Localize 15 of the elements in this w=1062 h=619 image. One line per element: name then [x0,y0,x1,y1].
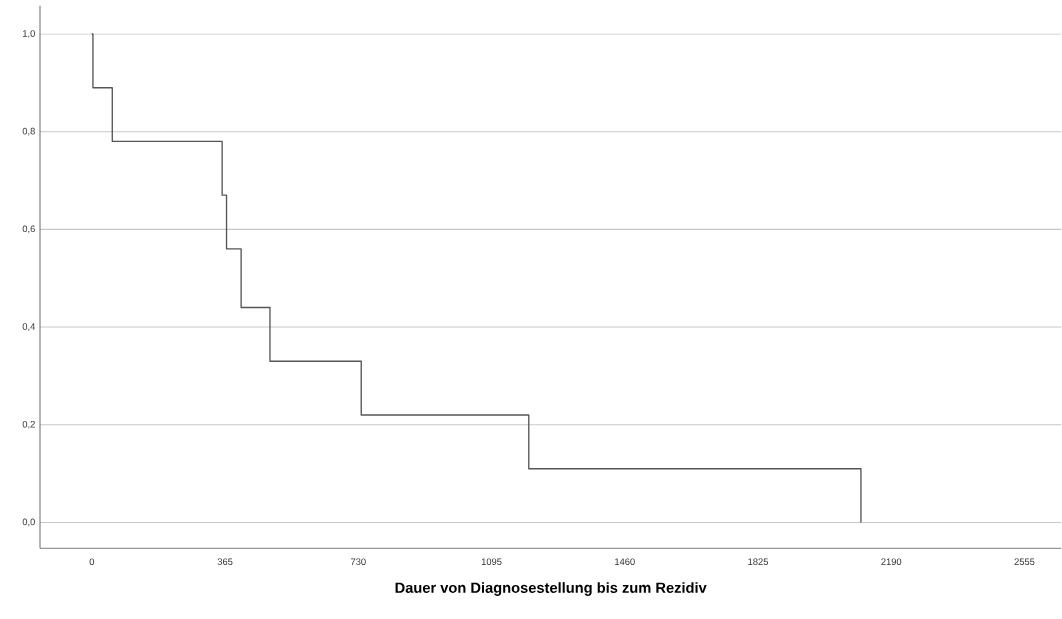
y-tick-label: 0,8 [22,127,35,136]
x-tick-label: 2190 [881,558,902,565]
y-tick-label: 1,0 [23,30,35,38]
x-tick-label: 0 [89,558,95,565]
x-tick-label: 1460 [615,558,635,565]
x-tick-label: 1095 [481,558,502,565]
y-tick-label: 0,2 [22,420,35,429]
y-tick-label: 0,0 [22,518,35,527]
y-tick-label: 0,6 [22,225,35,234]
x-tick-label: 365 [217,558,233,565]
y-tick-label: 0,4 [22,323,36,331]
x-tick-label: 730 [351,558,366,565]
x-tick-label: 2555 [1014,558,1035,565]
x-axis-title: Dauer von Diagnosestellung bis zum Rezidiv [395,582,707,596]
x-tick-label: 1825 [748,558,768,565]
